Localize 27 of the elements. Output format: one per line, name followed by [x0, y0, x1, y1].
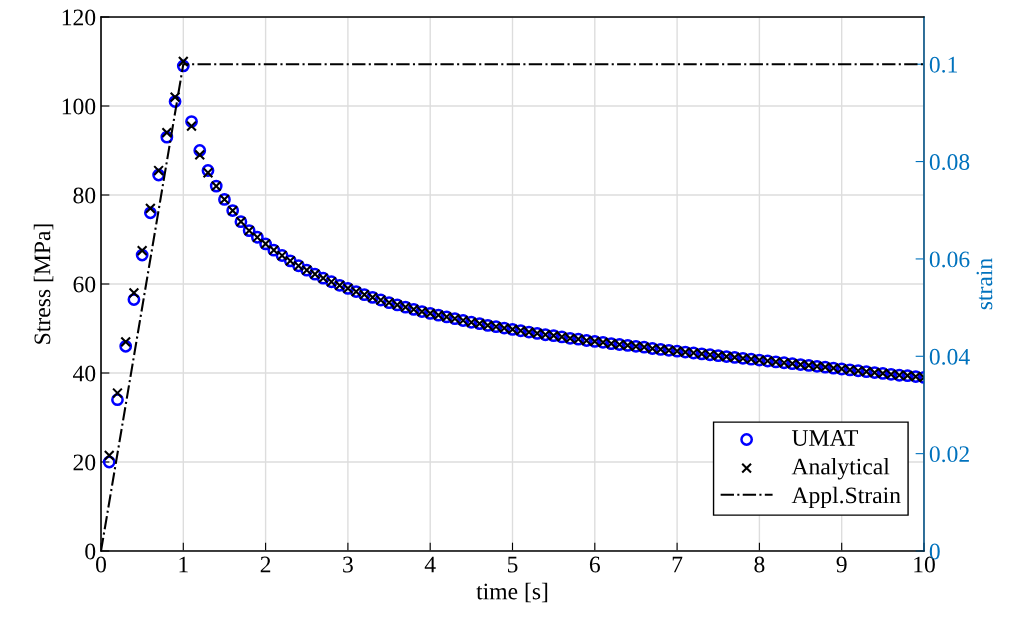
- x-tick-label: 9: [836, 556, 847, 573]
- y-tick-label: 80: [73, 187, 96, 204]
- y2-tick-label: 0.1: [929, 56, 957, 73]
- x-tick-label: 1: [179, 556, 188, 573]
- x-axis-title: time [s]: [476, 582, 548, 603]
- y2-tick-label: 0.06: [929, 251, 970, 268]
- legend-label: UMAT: [791, 430, 858, 446]
- y-tick-label: 0: [85, 543, 96, 560]
- y2-tick-label: 0.04: [929, 348, 970, 365]
- legend-label: Appl.Strain: [791, 486, 901, 509]
- x-tick-label: 2: [260, 556, 271, 573]
- x-tick-label: 3: [343, 556, 353, 573]
- y-tick-label: 40: [72, 365, 96, 382]
- y-axis-title: Stress [MPa]: [33, 224, 54, 344]
- y2-axis-title: strain: [976, 258, 993, 310]
- y-tick-label: 120: [62, 9, 96, 26]
- y2-tick-label: 0.02: [929, 446, 969, 463]
- legend-label: Analytical: [791, 457, 890, 480]
- y2-tick-label: 0.08: [929, 154, 970, 171]
- y-tick-label: 100: [62, 98, 96, 115]
- x-tick-label: 6: [589, 556, 600, 573]
- x-tick-label: 4: [424, 556, 436, 573]
- y-tick-label: 60: [73, 276, 96, 293]
- x-tick-label: 5: [507, 556, 518, 573]
- x-tick-label: 7: [672, 556, 683, 573]
- y-tick-label: 20: [73, 454, 96, 471]
- x-tick-label: 8: [754, 556, 765, 573]
